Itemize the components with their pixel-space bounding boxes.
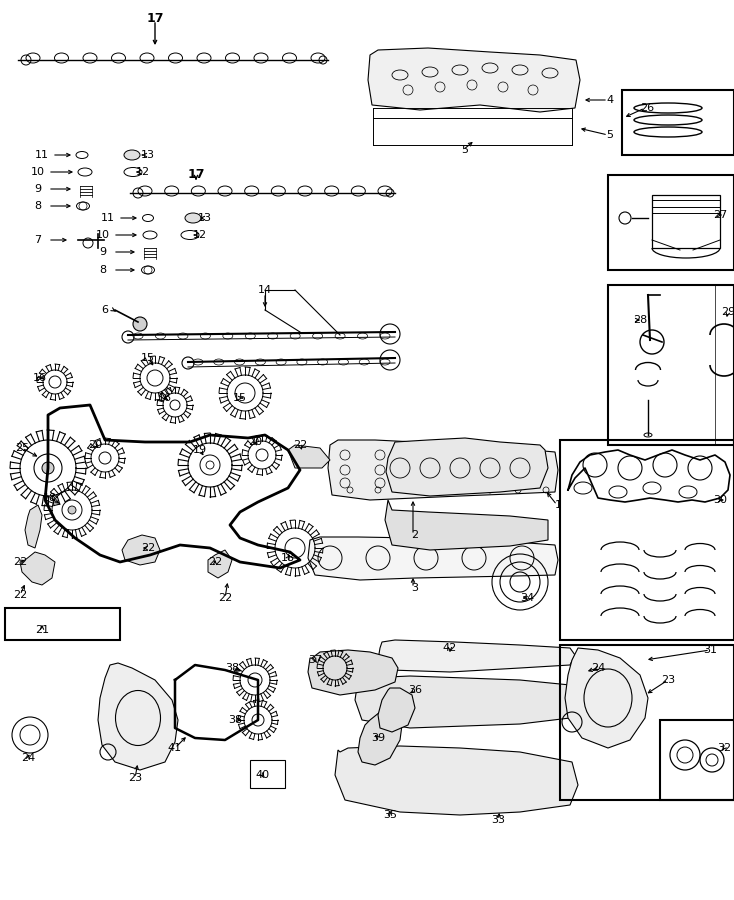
Text: 39: 39 (371, 733, 385, 743)
Text: 16: 16 (33, 373, 47, 383)
Text: 1: 1 (554, 500, 562, 510)
Text: 3: 3 (412, 583, 418, 593)
Text: 18: 18 (281, 553, 295, 563)
Text: 12: 12 (136, 167, 150, 177)
Text: 9: 9 (34, 184, 42, 194)
Text: 24: 24 (21, 753, 35, 763)
Text: 6: 6 (101, 305, 109, 315)
Text: 20: 20 (248, 437, 262, 447)
Polygon shape (122, 535, 160, 565)
Text: 25: 25 (15, 443, 29, 453)
Polygon shape (25, 505, 42, 548)
Bar (250, 760, 285, 788)
Text: 10: 10 (31, 167, 45, 177)
Text: 15: 15 (233, 393, 247, 403)
Text: 2: 2 (412, 530, 418, 540)
Polygon shape (368, 48, 580, 112)
Text: 35: 35 (383, 810, 397, 820)
Text: 32: 32 (717, 743, 731, 753)
Text: 40: 40 (255, 770, 269, 780)
Polygon shape (335, 746, 578, 815)
Text: 36: 36 (408, 685, 422, 695)
Polygon shape (308, 650, 398, 695)
Bar (608, 175, 734, 270)
Polygon shape (308, 537, 558, 580)
Bar (715, 285, 734, 445)
Polygon shape (386, 438, 548, 496)
Polygon shape (385, 500, 548, 550)
Text: 13: 13 (141, 150, 155, 160)
Text: 14: 14 (258, 285, 272, 295)
Polygon shape (288, 445, 330, 468)
Text: 16: 16 (158, 393, 172, 403)
Circle shape (133, 317, 147, 331)
Polygon shape (328, 440, 558, 500)
Text: 23: 23 (128, 773, 142, 783)
Polygon shape (378, 688, 415, 732)
Polygon shape (358, 712, 402, 765)
Bar (608, 285, 734, 445)
Polygon shape (20, 552, 55, 585)
Text: 18: 18 (43, 493, 57, 503)
Ellipse shape (124, 150, 140, 160)
Polygon shape (208, 550, 232, 578)
Text: 22: 22 (13, 590, 27, 600)
Text: 22: 22 (141, 543, 155, 553)
Text: 8: 8 (34, 201, 42, 211)
Polygon shape (98, 663, 178, 770)
Text: 17: 17 (187, 168, 205, 182)
Text: 27: 27 (713, 210, 727, 220)
Bar (5, 608, 120, 640)
Circle shape (42, 462, 54, 474)
Text: 29: 29 (721, 307, 734, 317)
Text: 22: 22 (293, 440, 307, 450)
Text: 9: 9 (99, 247, 106, 257)
Polygon shape (378, 640, 575, 672)
Text: 11: 11 (35, 150, 49, 160)
Polygon shape (565, 648, 648, 748)
Text: 17: 17 (146, 12, 164, 24)
Bar (660, 720, 734, 800)
Text: 42: 42 (443, 643, 457, 653)
Polygon shape (355, 676, 575, 728)
Text: 38: 38 (225, 663, 239, 673)
Text: 30: 30 (713, 495, 727, 505)
Text: 21: 21 (35, 625, 49, 635)
Text: 41: 41 (168, 743, 182, 753)
Text: 22: 22 (208, 557, 222, 567)
Text: 23: 23 (661, 675, 675, 685)
Text: 28: 28 (633, 315, 647, 325)
Text: 7: 7 (34, 235, 42, 245)
Text: 10: 10 (96, 230, 110, 240)
Circle shape (68, 506, 76, 514)
Text: 38: 38 (228, 715, 242, 725)
Text: 37: 37 (308, 655, 322, 665)
Bar (622, 90, 734, 155)
Text: 20: 20 (88, 440, 102, 450)
Text: 5: 5 (606, 130, 614, 140)
Bar (560, 440, 734, 640)
Text: 24: 24 (591, 663, 605, 673)
Text: 5: 5 (462, 145, 468, 155)
Text: 8: 8 (99, 265, 106, 275)
Text: 13: 13 (198, 213, 212, 223)
Text: 19: 19 (193, 445, 207, 455)
Text: 4: 4 (606, 95, 614, 105)
Ellipse shape (185, 213, 201, 223)
Text: 31: 31 (703, 645, 717, 655)
Text: 12: 12 (193, 230, 207, 240)
Text: 34: 34 (520, 593, 534, 603)
Text: 26: 26 (640, 103, 654, 113)
Text: 22: 22 (13, 557, 27, 567)
Bar (652, 195, 720, 248)
Text: 11: 11 (101, 213, 115, 223)
Text: 22: 22 (218, 593, 232, 603)
Text: 15: 15 (141, 353, 155, 363)
Bar (560, 645, 734, 800)
Text: 33: 33 (491, 815, 505, 825)
